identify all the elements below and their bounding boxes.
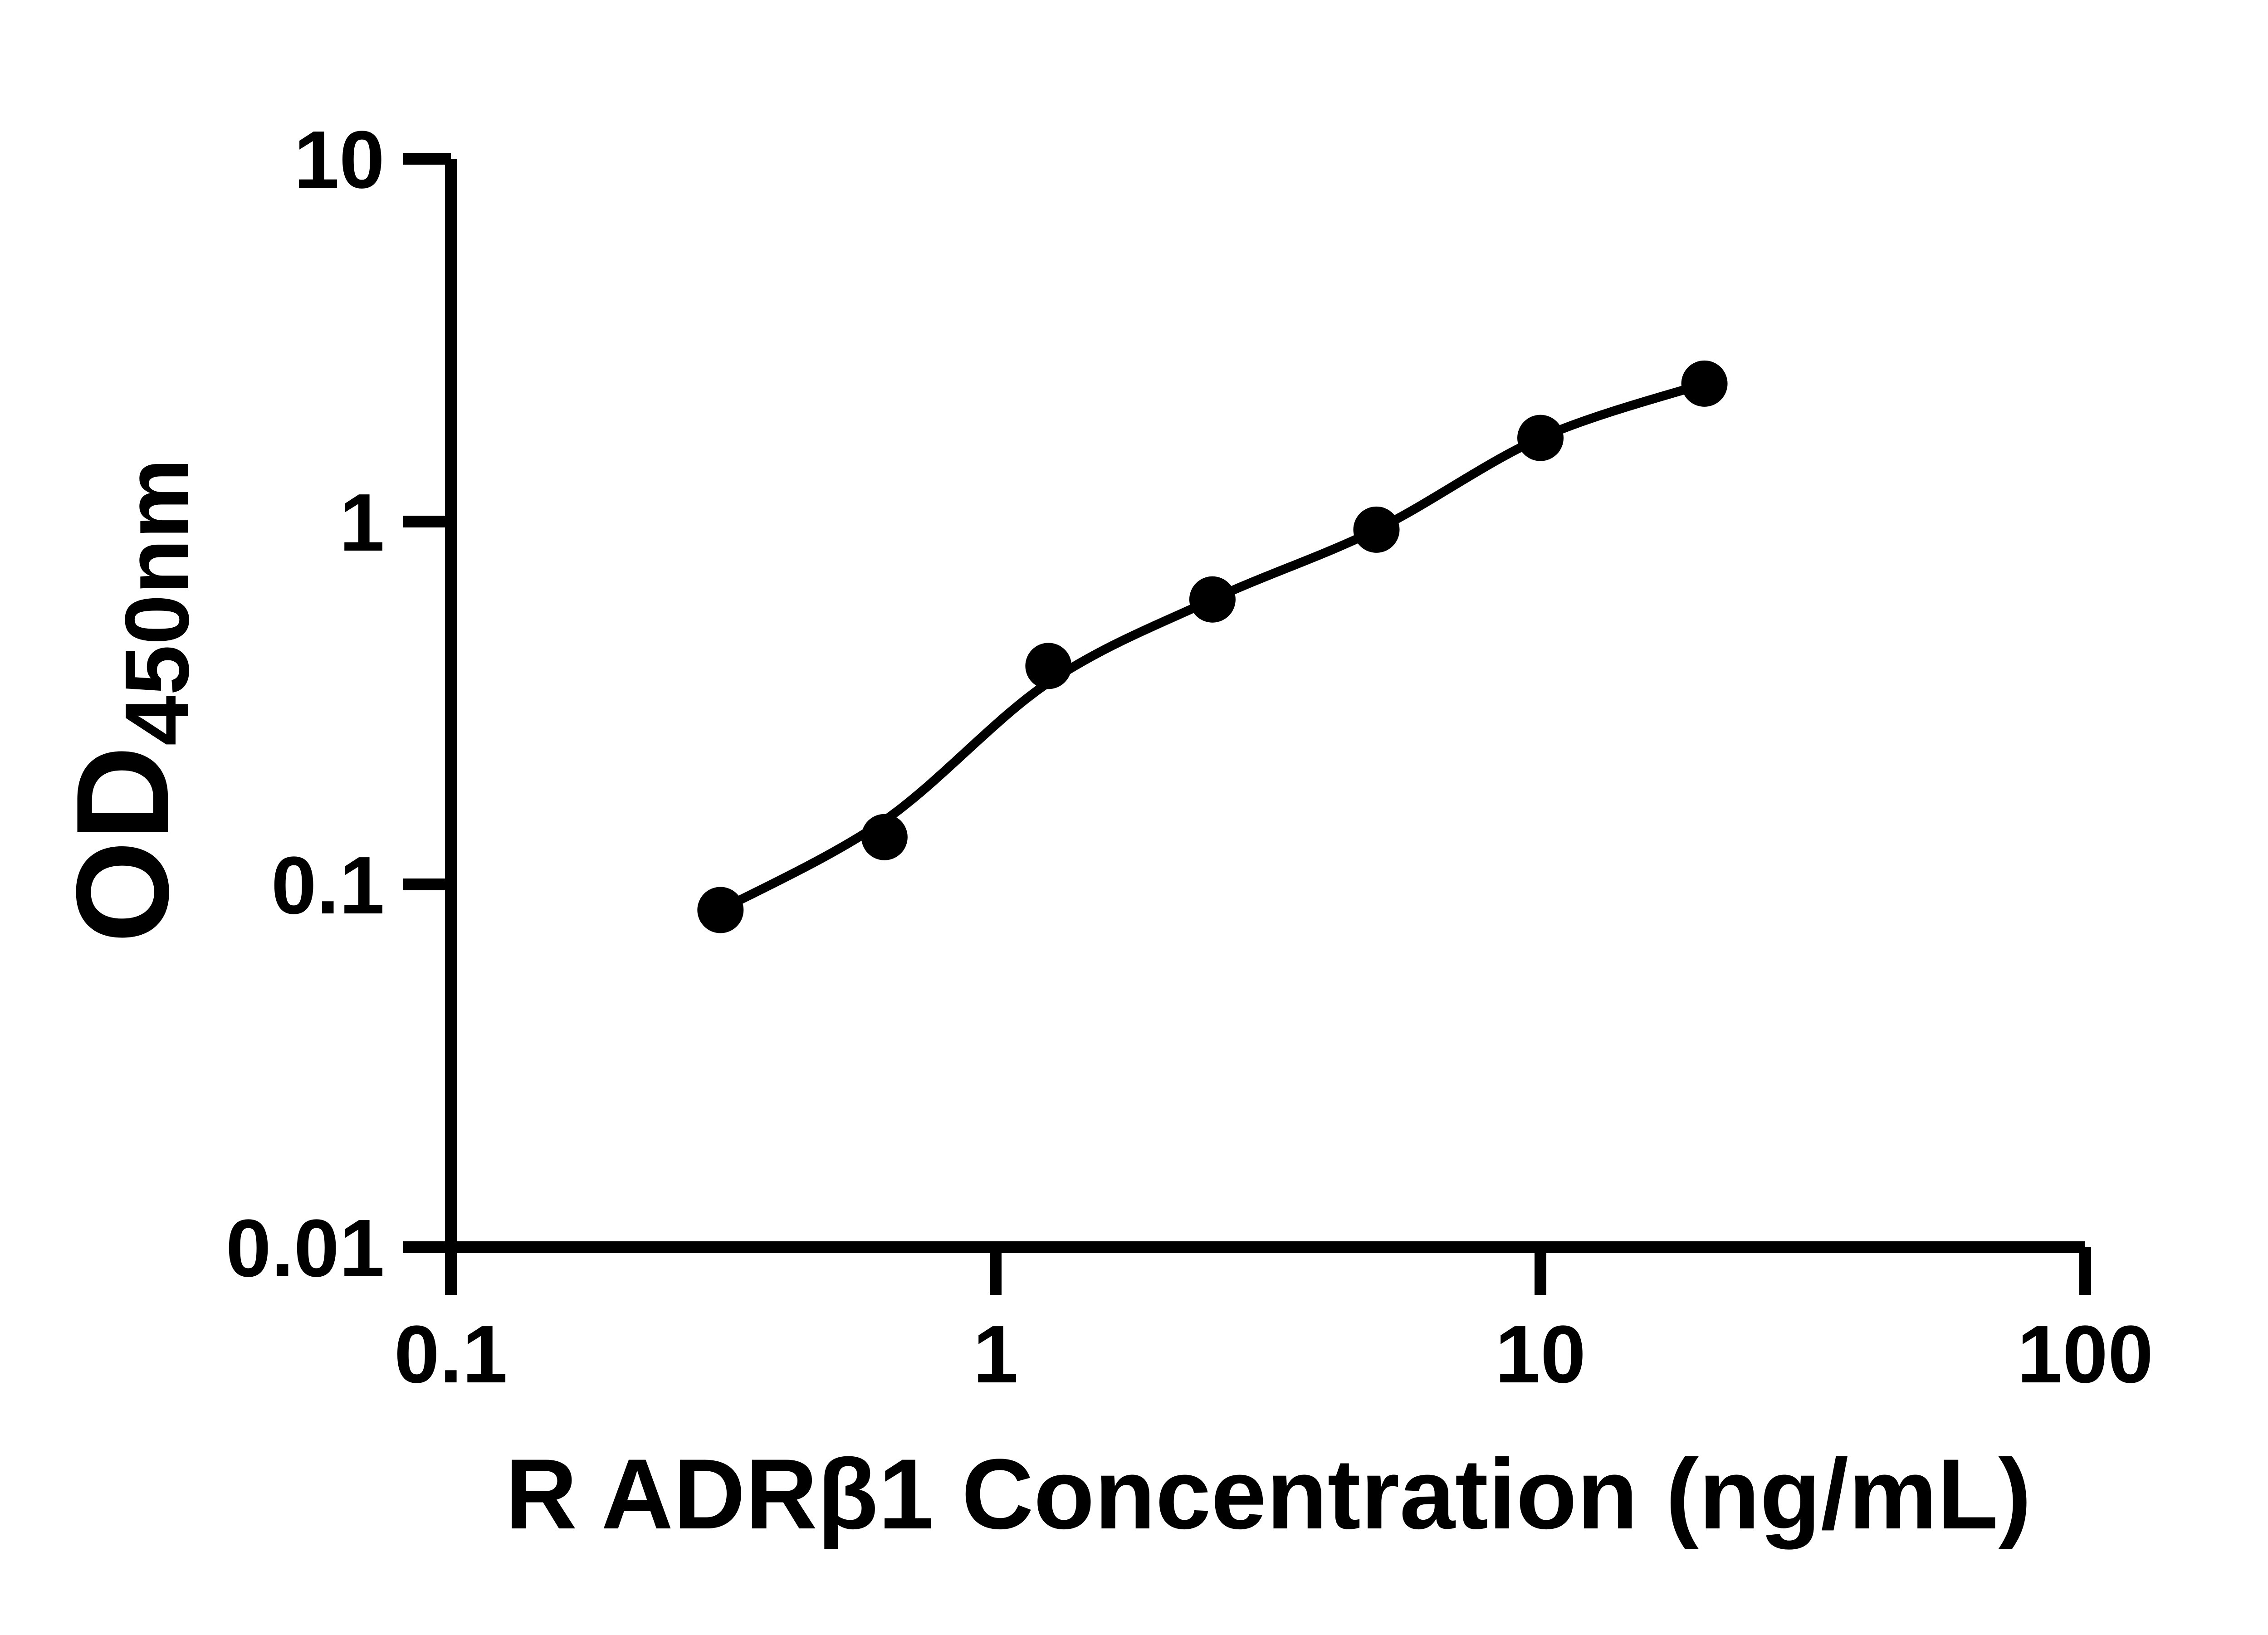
data-point <box>1681 360 1728 407</box>
y-axis-title: OD450nm <box>49 459 208 943</box>
y-tick-label: 10 <box>294 114 385 205</box>
data-point <box>1353 506 1400 553</box>
data-point <box>861 814 908 860</box>
data-point <box>1025 643 1072 689</box>
data-point <box>1189 576 1236 623</box>
x-axis-ticks <box>445 1247 2091 1295</box>
x-tick-label: 100 <box>2017 1309 2153 1400</box>
x-axis-tick-labels: 0.1 1 10 100 <box>394 1309 2153 1400</box>
axes-frame <box>445 159 2085 1253</box>
y-tick-label: 1 <box>339 477 385 568</box>
y-axis-ticks <box>403 153 451 1253</box>
x-tick-label: 1 <box>973 1309 1018 1400</box>
y-axis-tick-labels: 10 1 0.1 0.01 <box>226 114 385 1294</box>
x-tick-label: 0.1 <box>394 1309 508 1400</box>
x-axis-title: R ADRβ1 Concentration (ng/mL) <box>505 1438 2032 1550</box>
y-tick-label: 0.01 <box>226 1203 385 1294</box>
data-point <box>697 887 744 933</box>
y-tick-label: 0.1 <box>271 840 385 931</box>
x-tick-label: 10 <box>1495 1309 1586 1400</box>
y-axis-title-subscript: 450nm <box>107 459 208 746</box>
data-point <box>1517 415 1564 461</box>
data-points <box>697 360 1728 933</box>
y-axis-title-main: OD <box>49 746 196 943</box>
